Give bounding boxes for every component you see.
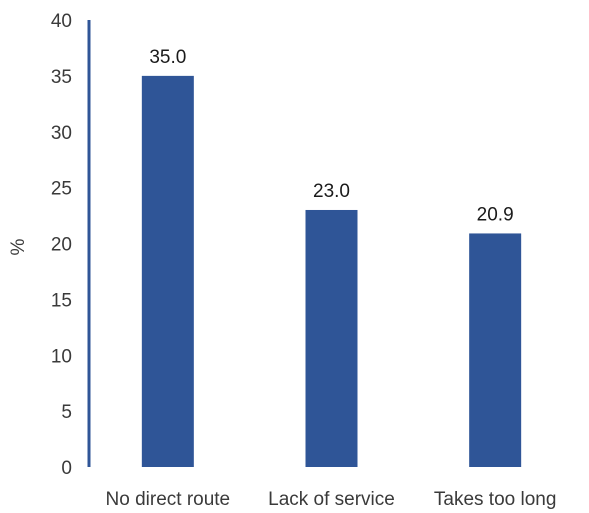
x-tick-label: Lack of service <box>268 489 395 510</box>
data-label: 35.0 <box>149 47 186 68</box>
data-label: 20.9 <box>477 204 514 225</box>
y-tick-label: 5 <box>61 402 72 423</box>
y-tick-label: 15 <box>51 290 72 311</box>
data-label: 23.0 <box>313 181 350 202</box>
y-tick-labels: 0 5 10 15 20 25 30 35 40 <box>51 11 72 479</box>
bars <box>141 75 522 467</box>
y-tick-label: 10 <box>51 346 72 367</box>
y-tick-label: 35 <box>51 67 72 88</box>
x-tick-labels: No direct route Lack of service Takes too … <box>106 489 557 510</box>
x-tick-label: No direct route <box>106 489 231 510</box>
bar <box>141 75 194 467</box>
y-tick-label: 20 <box>51 235 72 256</box>
y-axis-title: % <box>8 238 29 255</box>
bar <box>469 233 522 467</box>
data-labels: 35.0 23.0 20.9 <box>149 47 513 226</box>
y-tick-label: 30 <box>51 123 72 144</box>
x-tick-label: Takes too long <box>434 489 557 510</box>
y-tick-label: 0 <box>61 458 72 479</box>
y-tick-label: 25 <box>51 179 72 200</box>
bar <box>305 209 358 467</box>
y-tick-label: 40 <box>51 11 72 32</box>
